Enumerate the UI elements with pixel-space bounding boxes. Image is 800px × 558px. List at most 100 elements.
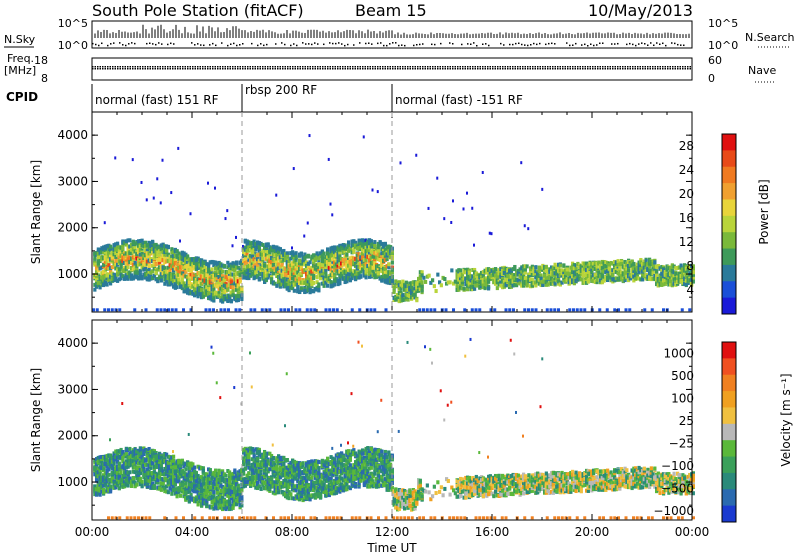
nave-point [230, 68, 232, 70]
echo-cell [391, 261, 394, 265]
nave-point [115, 68, 117, 70]
echo-cell [97, 255, 100, 259]
freq-point [225, 66, 227, 68]
freq-point [587, 66, 589, 68]
freq-point [497, 66, 499, 68]
echo-cell [127, 265, 130, 269]
echo-cell-sparse [214, 187, 216, 190]
freq-point [415, 66, 417, 68]
freq-point [652, 66, 654, 68]
nave-point [245, 68, 247, 70]
nave-point [655, 68, 657, 70]
echo-cell-sparse [170, 191, 172, 194]
freq-point [267, 66, 269, 68]
echo-cell [387, 262, 390, 266]
nsky-series [92, 25, 689, 47]
nsearch-dot [203, 45, 205, 47]
nave-point [460, 68, 462, 70]
freq-point [137, 66, 139, 68]
freq-point [347, 66, 349, 68]
freq-point [640, 66, 642, 68]
freq-point [365, 66, 367, 68]
echo-cell [160, 279, 163, 283]
freq-point [472, 66, 474, 68]
freq-point [685, 66, 687, 68]
nave-point [470, 68, 472, 70]
nave-point [155, 68, 157, 70]
echo-cell [275, 284, 278, 288]
freq-point [527, 66, 529, 68]
freq-point [400, 66, 402, 68]
freq-point [247, 66, 249, 68]
nsearch-dot [131, 42, 133, 44]
nsearch-dot [683, 45, 685, 47]
nave-point [500, 68, 502, 70]
freq-point [592, 66, 594, 68]
freq-point [242, 66, 244, 68]
echo-cell [377, 271, 380, 275]
nave-point [185, 68, 187, 70]
echo-cell-sparse [114, 156, 116, 159]
nave-point [122, 68, 124, 70]
echo-cell [450, 268, 453, 272]
freq-point [602, 66, 604, 68]
nave-point [610, 68, 612, 70]
nsearch-dot [308, 43, 310, 45]
echo-cell [116, 242, 119, 246]
echo-cell [163, 266, 166, 270]
nsearch-dot [566, 42, 568, 44]
nave-point [375, 68, 377, 70]
echo-cell [349, 268, 352, 272]
nave-point [150, 68, 152, 70]
freq-point [517, 66, 519, 68]
nave-point [590, 68, 592, 70]
nsearch-dot [98, 45, 100, 47]
nave-point [677, 68, 679, 70]
echo-cell [230, 299, 233, 303]
echo-cell [298, 277, 301, 281]
echo-cell-sparse [400, 161, 402, 164]
nave-point [615, 68, 617, 70]
freq-point [427, 66, 429, 68]
nave-point [537, 68, 539, 70]
station-title: South Pole Station (fitACF) [92, 1, 304, 20]
nave-point [395, 68, 397, 70]
freq-panel: Freq. [MHz] 18 8 60 0 Nave [4, 52, 776, 85]
echo-cell-sparse [190, 212, 192, 215]
freq-point [210, 66, 212, 68]
echo-cell [109, 245, 112, 249]
echo-cell [545, 265, 548, 269]
freq-point [572, 66, 574, 68]
nave-point [507, 68, 509, 70]
freq-point [175, 66, 177, 68]
nave-point [125, 68, 127, 70]
nave-point [312, 68, 314, 70]
nave-point [462, 68, 464, 70]
echo-cell-sparse [160, 201, 162, 204]
nave-point [162, 68, 164, 70]
freq-point [270, 66, 272, 68]
nsearch-dot [590, 43, 592, 45]
nave-point [587, 68, 589, 70]
freq-point [265, 66, 267, 68]
nave-point [130, 68, 132, 70]
echo-cell [618, 266, 621, 270]
nave-point [577, 68, 579, 70]
nsearch-dot [317, 43, 319, 45]
freq-point [132, 66, 134, 68]
echo-cell [459, 268, 462, 272]
nave-point [622, 68, 624, 70]
echo-cell [680, 264, 683, 268]
nave-point [565, 68, 567, 70]
freq-point [470, 66, 472, 68]
nave-point [422, 68, 424, 70]
nsearch-dot [302, 42, 304, 44]
freq-point [385, 66, 387, 68]
echo-cell [165, 249, 168, 253]
nsearch-dot [173, 43, 175, 45]
nave-point [127, 68, 129, 70]
freq-point [492, 66, 494, 68]
echo-cell [531, 278, 534, 282]
nave-point [100, 68, 102, 70]
freq-tick-bottom: 8 [41, 72, 48, 85]
